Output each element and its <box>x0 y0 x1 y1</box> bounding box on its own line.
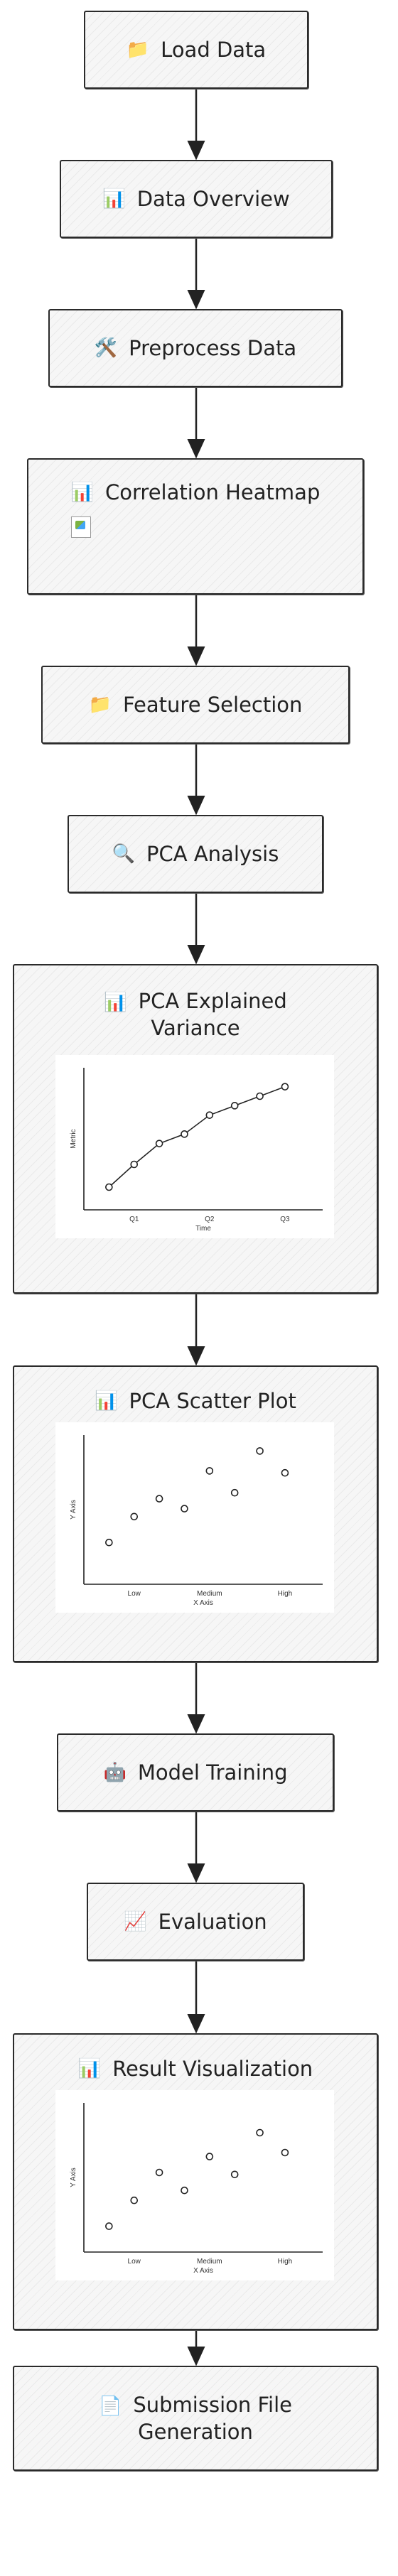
node-submission-text: Submission File Generation <box>133 2393 293 2444</box>
bar-chart-icon: 📊 <box>77 2058 102 2079</box>
node-result-viz: 📊 Result Visualization Low Medium High X Ax… <box>13 2033 378 2330</box>
folder-icon: 📁 <box>126 39 150 60</box>
chart-pca-variance: Q1 Q2 Q3 Time Metric <box>55 1055 334 1238</box>
node-load-data: 📁 Load Data <box>84 11 308 89</box>
node-result-viz-label: 📊 Result Visualization <box>78 2056 313 2082</box>
node-evaluation: 📈 Evaluation <box>87 1883 304 1961</box>
x-tick-label: High <box>278 2258 293 2266</box>
data-point <box>256 1092 264 1100</box>
chart-pca-variance-svg: Q1 Q2 Q3 Time Metric <box>70 1068 323 1233</box>
robot-icon: 🤖 <box>103 1762 127 1783</box>
node-result-viz-text: Result Visualization <box>112 2057 313 2081</box>
bar-chart-icon: 📊 <box>104 992 127 1013</box>
x-axis-label: Time <box>195 1225 211 1233</box>
data-point <box>230 2170 239 2179</box>
x-tick-label: Q3 <box>280 1216 290 1223</box>
y-axis-label: Y Axis <box>70 1500 77 1520</box>
chart-result-viz: Low Medium High X Axis Y Axis <box>55 2090 334 2280</box>
x-tick-label: Low <box>128 2258 141 2266</box>
data-point <box>205 2153 214 2160</box>
node-data-overview-label: 📊 Data Overview <box>102 186 289 212</box>
folder-icon: 📁 <box>88 694 112 715</box>
node-pca-variance: 📊 PCA Explained Variance Q1 Q2 Q3 Time Metric <box>13 964 378 1294</box>
chart-result-viz-svg: Low Medium High X Axis Y Axis <box>70 2103 323 2275</box>
data-point <box>130 1160 139 1169</box>
node-pca-analysis: 🔍 PCA Analysis <box>68 815 323 893</box>
node-evaluation-label: 📈 Evaluation <box>124 1909 267 1934</box>
node-feature-selection-label: 📁 Feature Selection <box>89 692 303 718</box>
data-point <box>256 1447 264 1455</box>
node-data-overview-text: Data Overview <box>136 187 290 211</box>
node-preprocess: 🛠️ Preprocess Data <box>48 309 343 387</box>
node-pca-variance-label: 📊 PCA Explained Variance <box>60 988 330 1041</box>
data-point <box>105 1538 113 1547</box>
node-model-training-label: 🤖 Model Training <box>103 1760 287 1785</box>
node-pca-scatter-label: 📊 PCA Scatter Plot <box>95 1388 296 1414</box>
y-axis-label: Metric <box>70 1129 77 1148</box>
data-point <box>130 1512 139 1521</box>
node-feature-selection: 📁 Feature Selection <box>41 666 350 744</box>
node-correlation: 📊 Correlation Heatmap <box>27 458 364 595</box>
bar-chart-icon: 📊 <box>70 482 94 503</box>
chart-pca-scatter: Low Medium High X Axis Y Axis <box>55 1422 334 1613</box>
node-pca-variance-text: PCA Explained Variance <box>138 989 287 1040</box>
data-point <box>205 1467 214 1475</box>
node-pca-scatter-text: PCA Scatter Plot <box>129 1389 296 1413</box>
bar-chart-icon: 📊 <box>95 1390 118 1412</box>
x-tick-label: Medium <box>197 2258 222 2266</box>
x-tick-label: High <box>278 1590 293 1598</box>
node-correlation-label: 📊 Correlation Heatmap <box>71 480 321 505</box>
data-point <box>205 1111 214 1119</box>
node-pca-analysis-label: 🔍 PCA Analysis <box>112 841 279 867</box>
data-point <box>181 1130 188 1138</box>
x-tick-label: Medium <box>197 1590 222 1598</box>
node-model-training: 🤖 Model Training <box>57 1733 334 1812</box>
x-tick-label: Low <box>128 1590 141 1598</box>
series-line <box>108 1086 286 1188</box>
node-submission-label: 📄 Submission File Generation <box>75 2392 316 2445</box>
node-feature-selection-text: Feature Selection <box>122 693 303 717</box>
data-point <box>230 1488 239 1497</box>
data-point <box>155 1495 163 1503</box>
node-load-data-text: Load Data <box>161 38 267 62</box>
data-point <box>281 2148 289 2157</box>
node-submission: 📄 Submission File Generation <box>13 2366 378 2471</box>
node-model-training-text: Model Training <box>137 1760 288 1785</box>
x-axis-label: X Axis <box>193 1599 213 1607</box>
node-preprocess-text: Preprocess Data <box>129 336 297 360</box>
document-icon: 📄 <box>98 2396 122 2417</box>
tools-icon: 🛠️ <box>94 337 118 359</box>
node-preprocess-label: 🛠️ Preprocess Data <box>95 335 296 361</box>
data-point <box>155 1140 163 1147</box>
data-point <box>155 2168 163 2177</box>
data-point <box>105 2222 113 2230</box>
data-point <box>130 2196 139 2204</box>
x-tick-label: Q2 <box>205 1216 215 1223</box>
data-point <box>230 1102 239 1110</box>
data-point <box>181 1505 188 1512</box>
magnifier-icon: 🔍 <box>112 843 136 865</box>
bar-chart-icon: 📊 <box>102 188 126 210</box>
data-point <box>281 1083 289 1091</box>
data-point <box>105 1183 113 1191</box>
node-load-data-label: 📁 Load Data <box>127 37 266 63</box>
x-axis-label: X Axis <box>193 2267 213 2275</box>
node-pca-analysis-text: PCA Analysis <box>146 842 279 866</box>
node-correlation-text: Correlation Heatmap <box>105 480 321 504</box>
node-evaluation-text: Evaluation <box>158 1910 267 1934</box>
trend-chart-icon: 📈 <box>124 1911 147 1932</box>
chart-pca-scatter-svg: Low Medium High X Axis Y Axis <box>70 1435 323 1607</box>
data-point <box>256 2128 264 2137</box>
data-point <box>181 2186 188 2195</box>
x-tick-label: Q1 <box>129 1216 139 1223</box>
broken-image-icon <box>71 516 91 538</box>
node-data-overview: 📊 Data Overview <box>60 160 333 238</box>
node-pca-scatter: 📊 PCA Scatter Plot Low Medium High X Axis Y … <box>13 1365 378 1662</box>
data-point <box>281 1468 289 1477</box>
y-axis-label: Y Axis <box>70 2168 77 2187</box>
